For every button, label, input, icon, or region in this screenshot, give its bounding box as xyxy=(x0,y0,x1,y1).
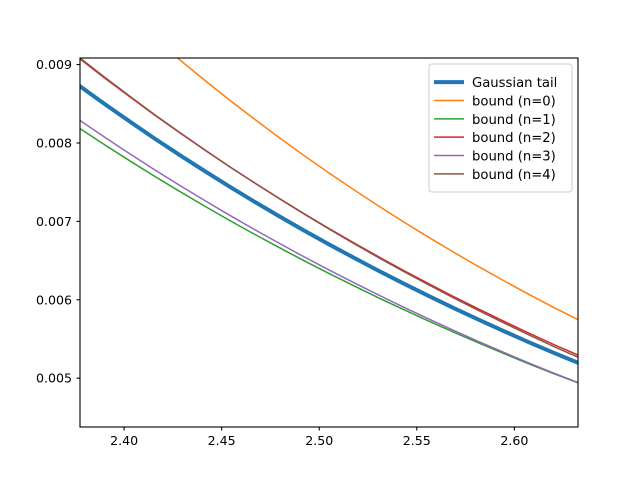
y-tick-label: 0.006 xyxy=(36,292,72,307)
y-axis-ticks: 0.005 0.006 0.007 0.008 0.009 xyxy=(36,57,80,386)
y-tick-label: 0.008 xyxy=(36,135,72,150)
legend-label-2: bound (n=1) xyxy=(472,113,556,128)
series-line-2 xyxy=(80,127,578,384)
series-line-4 xyxy=(80,119,578,384)
series-line-5 xyxy=(80,58,578,358)
x-tick-label: 2.40 xyxy=(110,433,138,448)
x-axis-ticks: 2.40 2.45 2.50 2.55 2.60 xyxy=(110,427,528,448)
legend-frame xyxy=(428,63,573,193)
axes-spines xyxy=(79,57,579,428)
legend-label-5: bound (n=4) xyxy=(472,168,556,183)
series-line-0 xyxy=(80,84,578,365)
chart-legend[interactable]: Gaussian tail bound (n=0) bound (n=1) bound… xyxy=(428,63,573,193)
x-tick-label: 2.50 xyxy=(305,433,333,448)
legend-label-3: bound (n=2) xyxy=(472,131,556,146)
y-tick-label: 0.005 xyxy=(36,371,72,386)
plot-lines-group xyxy=(80,58,578,384)
y-tick-label: 0.009 xyxy=(36,57,72,72)
legend-label-0: Gaussian tail xyxy=(472,76,557,91)
series-line-1 xyxy=(176,58,578,321)
axes-frame xyxy=(79,57,579,428)
y-tick-label: 0.007 xyxy=(36,214,72,229)
x-tick-label: 2.60 xyxy=(500,433,528,448)
legend-label-4: bound (n=3) xyxy=(472,150,556,165)
legend-label-1: bound (n=0) xyxy=(472,95,556,110)
x-tick-label: 2.55 xyxy=(403,433,431,448)
x-tick-label: 2.45 xyxy=(208,433,236,448)
